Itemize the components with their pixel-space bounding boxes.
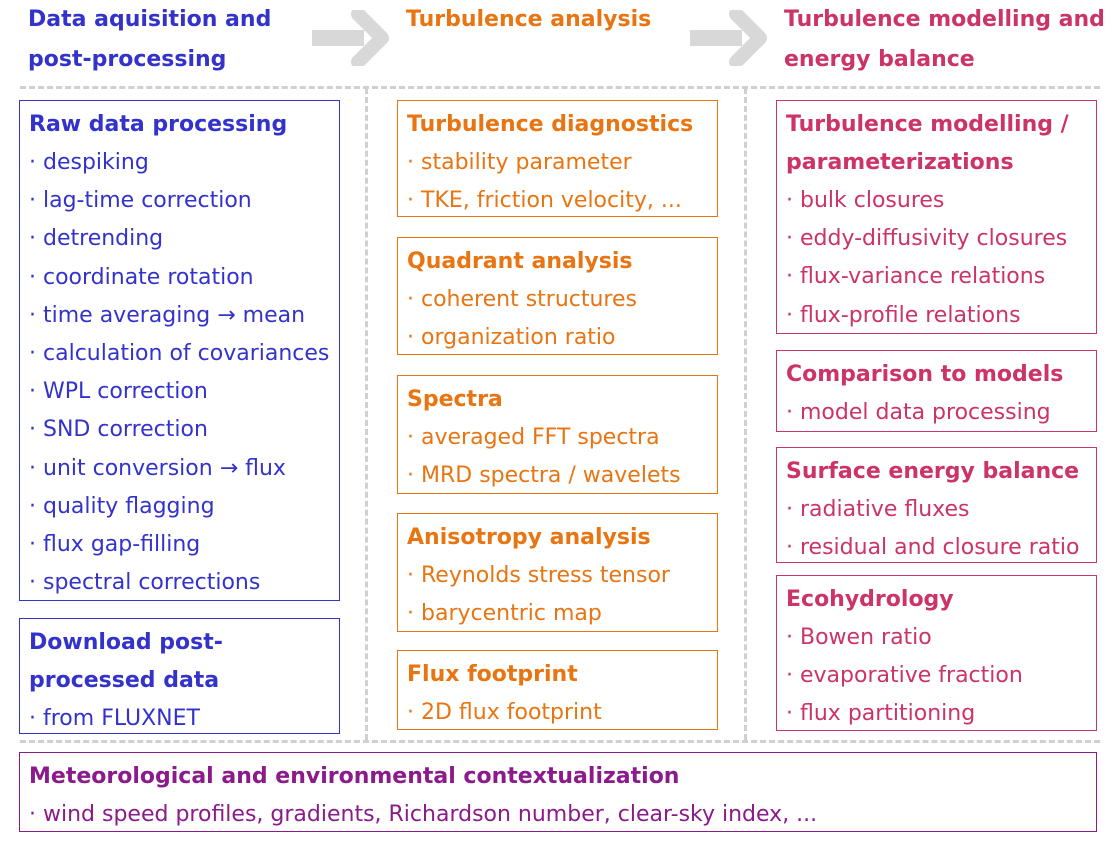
list-item: flux partitioning: [786, 695, 1096, 733]
list-item: stability parameter: [407, 144, 717, 182]
divider-column: [365, 88, 368, 740]
list-item: quality flagging: [29, 488, 339, 526]
box-title: Surface energy balance: [786, 459, 1080, 484]
box-contextualization: Meteorological and environmental context…: [19, 752, 1097, 832]
box-download-data: Download post- processed data from FLUXN…: [19, 618, 340, 734]
box-comparison-to-models: Comparison to models model data processi…: [776, 350, 1097, 432]
box-title: Flux footprint: [407, 662, 578, 687]
list-item: lag-time correction: [29, 182, 339, 220]
list-item: coordinate rotation: [29, 259, 339, 297]
list-item: TKE, friction velocity, ...: [407, 182, 717, 220]
flow-arrow-icon: [312, 10, 389, 66]
divider-column: [744, 88, 747, 740]
list-item: flux gap-filling: [29, 526, 339, 564]
header-acquisition: Data aquisition and post-processing: [28, 0, 271, 80]
box-title: processed data: [29, 668, 220, 693]
list-item: spectral corrections: [29, 564, 339, 602]
box-title: Spectra: [407, 387, 503, 412]
list-item: flux-variance relations: [786, 258, 1096, 296]
list-item: unit conversion → flux: [29, 450, 339, 488]
list-item: evaporative fraction: [786, 657, 1096, 695]
list-item: flux-profile relations: [786, 297, 1096, 335]
box-ecohydrology: Ecohydrology Bowen ratio evaporative fra…: [776, 575, 1097, 731]
header-line: post-processing: [28, 47, 227, 72]
box-title: Anisotropy analysis: [407, 525, 651, 550]
box-title: Comparison to models: [786, 362, 1064, 387]
header-line: Turbulence analysis: [406, 7, 652, 32]
list-item: model data processing: [786, 394, 1096, 432]
box-anisotropy-analysis: Anisotropy analysis Reynolds stress tens…: [397, 513, 718, 632]
box-title: parameterizations: [786, 150, 1014, 175]
box-surface-energy-balance: Surface energy balance radiative fluxes …: [776, 447, 1097, 563]
list-item: detrending: [29, 220, 339, 258]
list-item: eddy-diffusivity closures: [786, 220, 1096, 258]
box-raw-data-processing: Raw data processing despiking lag-time c…: [19, 100, 340, 601]
list-item: residual and closure ratio: [786, 529, 1096, 567]
box-spectra: Spectra averaged FFT spectra MRD spectra…: [397, 375, 718, 494]
box-title: Ecohydrology: [786, 587, 954, 612]
box-title: Turbulence modelling /: [786, 112, 1069, 137]
box-turbulence-modelling: Turbulence modelling / parameterizations…: [776, 100, 1097, 334]
box-title: Quadrant analysis: [407, 249, 633, 274]
header-line: Turbulence modelling and: [784, 7, 1105, 32]
header-line: energy balance: [784, 47, 975, 72]
list-item: WPL correction: [29, 373, 339, 411]
list-item: bulk closures: [786, 182, 1096, 220]
divider-bottom: [20, 740, 1100, 743]
box-flux-footprint: Flux footprint 2D flux footprint: [397, 650, 718, 730]
header-modelling: Turbulence modelling and energy balance: [784, 0, 1105, 80]
list-item: wind speed profiles, gradients, Richards…: [29, 796, 1096, 834]
header-turbulence: Turbulence analysis: [406, 0, 651, 40]
list-item: Bowen ratio: [786, 619, 1096, 657]
divider-top: [20, 86, 1100, 89]
header-line: Data aquisition and: [28, 7, 272, 32]
box-quadrant-analysis: Quadrant analysis coherent structures or…: [397, 237, 718, 355]
list-item: Reynolds stress tensor: [407, 557, 717, 595]
list-item: averaged FFT spectra: [407, 419, 717, 457]
list-item: radiative fluxes: [786, 491, 1096, 529]
box-title: Turbulence diagnostics: [407, 112, 694, 137]
list-item: organization ratio: [407, 319, 717, 357]
list-item: MRD spectra / wavelets: [407, 457, 717, 495]
list-item: despiking: [29, 144, 339, 182]
box-title: Meteorological and environmental context…: [29, 764, 680, 789]
list-item: coherent structures: [407, 281, 717, 319]
list-item: barycentric map: [407, 595, 717, 633]
box-title: Raw data processing: [29, 112, 288, 137]
box-turbulence-diagnostics: Turbulence diagnostics stability paramet…: [397, 100, 718, 217]
list-item: calculation of covariances: [29, 335, 339, 373]
flow-arrow-icon: [690, 10, 767, 66]
list-item: 2D flux footprint: [407, 694, 717, 732]
list-item: time averaging → mean: [29, 297, 339, 335]
list-item: from FLUXNET: [29, 700, 339, 738]
list-item: SND correction: [29, 411, 339, 449]
box-title: Download post-: [29, 630, 223, 655]
